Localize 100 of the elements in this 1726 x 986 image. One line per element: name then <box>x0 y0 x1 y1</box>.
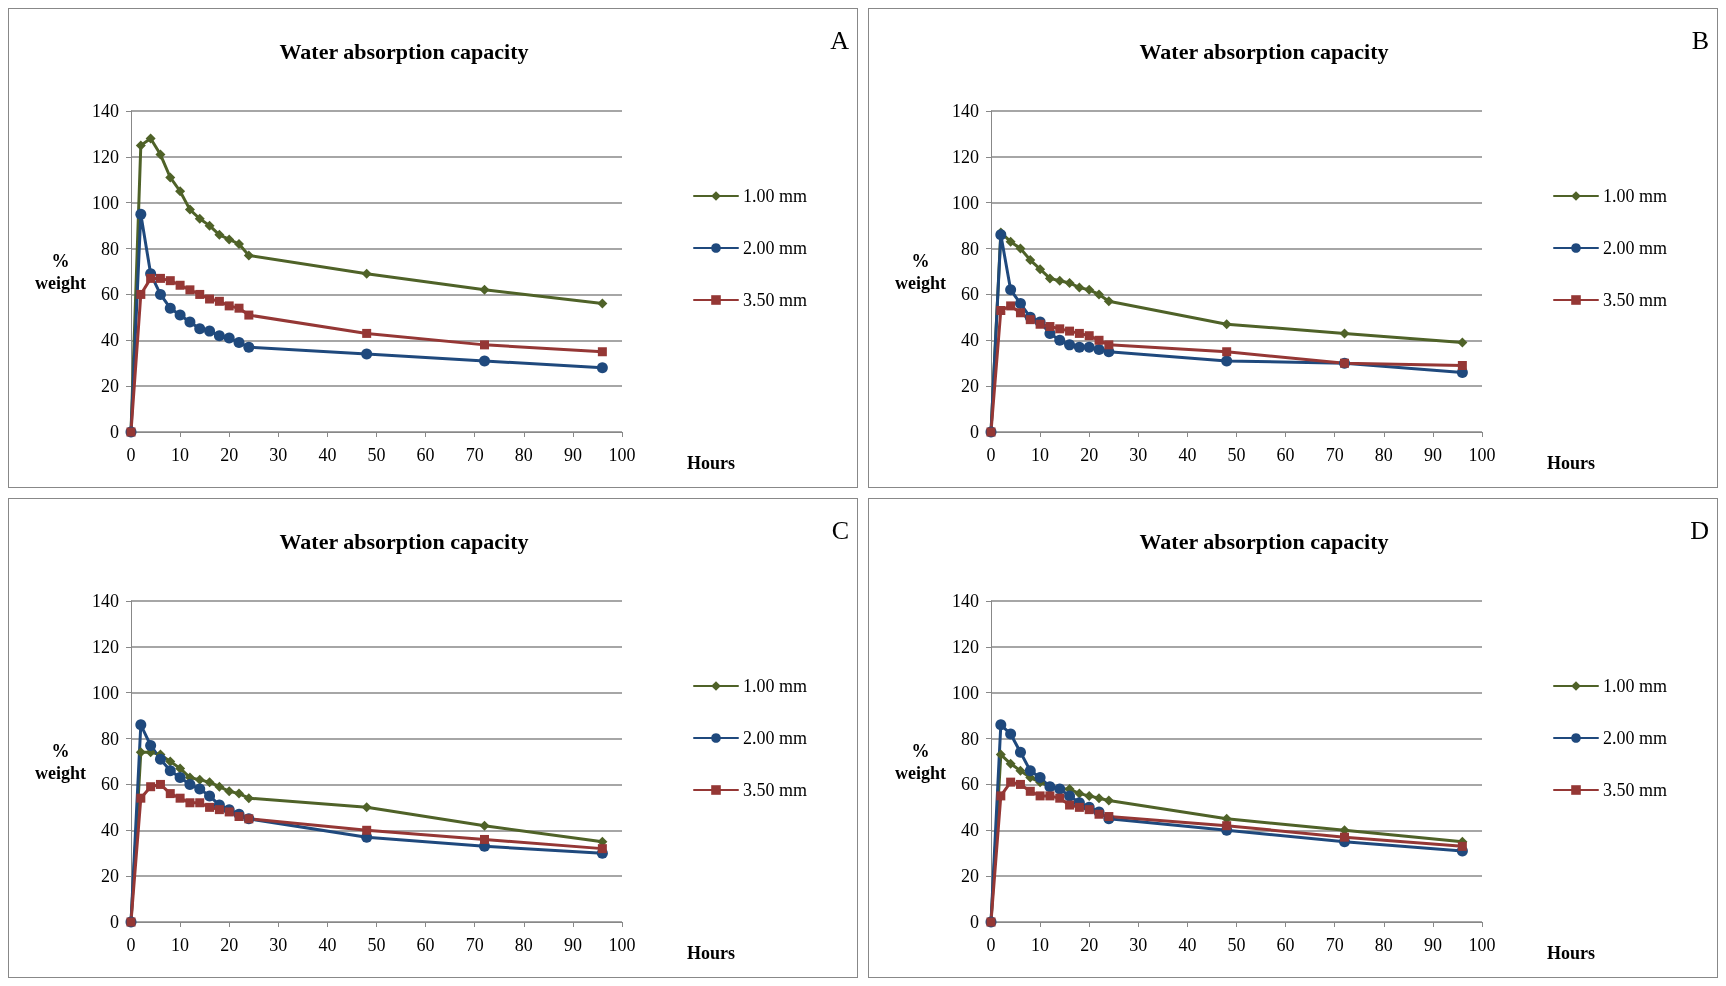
x-tick-label: 0 <box>126 445 136 465</box>
x-tick-label: 10 <box>171 935 190 955</box>
x-tick-label: 20 <box>1080 445 1099 465</box>
chart-title: Water absorption capacity <box>279 38 529 64</box>
x-tick-label: 40 <box>318 445 337 465</box>
y-tick-label: 0 <box>970 422 979 442</box>
y-tick-label: 100 <box>92 192 119 213</box>
x-tick-label: 70 <box>1325 935 1344 955</box>
y-tick-label: 60 <box>101 774 119 795</box>
x-axis-title: Hours <box>1547 453 1596 473</box>
x-tick-label: 30 <box>269 935 288 955</box>
x-tick-label: 30 <box>1129 935 1148 955</box>
legend-label: 3.50 mm <box>1603 780 1668 800</box>
y-tick-label: 20 <box>961 866 979 887</box>
legend-label: 1.00 mm <box>743 186 808 206</box>
x-tick-label: 30 <box>269 445 288 465</box>
y-axis-title: % weight <box>895 250 947 293</box>
x-tick-label: 40 <box>1178 935 1197 955</box>
x-tick-label: 10 <box>171 445 190 465</box>
y-tick-label: 40 <box>101 820 119 841</box>
x-tick-label: 40 <box>1178 445 1197 465</box>
x-axis-title: Hours <box>1547 943 1596 963</box>
y-tick-label: 100 <box>952 682 979 703</box>
y-tick-label: 20 <box>101 866 119 887</box>
x-tick-label: 70 <box>1325 445 1344 465</box>
x-tick-label: 50 <box>367 935 386 955</box>
y-axis-title: % weight <box>895 740 947 783</box>
chart-title: Water absorption capacity <box>279 528 529 554</box>
x-tick-label: 80 <box>514 445 533 465</box>
x-tick-label: 90 <box>563 445 582 465</box>
x-tick-label: 10 <box>1031 935 1050 955</box>
x-tick-label: 50 <box>367 445 386 465</box>
x-tick-label: 80 <box>1374 935 1393 955</box>
y-tick-label: 80 <box>961 728 979 749</box>
x-tick-label: 20 <box>220 445 239 465</box>
y-tick-label: 100 <box>92 682 119 703</box>
x-tick-label: 50 <box>1227 935 1246 955</box>
y-tick-label: 60 <box>961 284 979 305</box>
x-tick-label: 100 <box>608 445 636 465</box>
chart-title: Water absorption capacity <box>1139 528 1389 554</box>
x-tick-label: 60 <box>1276 445 1295 465</box>
y-tick-label: 0 <box>970 912 979 932</box>
x-tick-label: 70 <box>465 935 484 955</box>
y-tick-label: 140 <box>92 591 119 611</box>
x-tick-label: 60 <box>1276 935 1295 955</box>
x-tick-label: 90 <box>1423 935 1442 955</box>
y-tick-label: 120 <box>952 146 979 167</box>
legend-label: 3.50 mm <box>743 290 808 310</box>
y-tick-label: 140 <box>92 101 119 121</box>
y-tick-label: 0 <box>110 422 119 442</box>
y-tick-label: 20 <box>101 376 119 397</box>
x-tick-label: 10 <box>1031 445 1050 465</box>
x-tick-label: 90 <box>1423 445 1442 465</box>
legend-label: 2.00 mm <box>743 238 808 258</box>
x-tick-label: 60 <box>416 935 435 955</box>
y-tick-label: 40 <box>961 820 979 841</box>
y-tick-label: 140 <box>952 591 979 611</box>
text: A <box>830 25 850 55</box>
x-tick-label: 80 <box>1374 445 1393 465</box>
y-tick-label: 80 <box>101 728 119 749</box>
x-tick-label: 30 <box>1129 445 1148 465</box>
chart-title: Water absorption capacity <box>1139 38 1389 64</box>
y-tick-label: 120 <box>952 636 979 657</box>
text: D <box>1690 515 1709 545</box>
x-axis-title: Hours <box>687 943 736 963</box>
x-tick-label: 60 <box>416 445 435 465</box>
x-tick-label: 80 <box>514 935 533 955</box>
y-tick-label: 140 <box>952 101 979 121</box>
x-tick-label: 20 <box>1080 935 1099 955</box>
legend-label: 3.50 mm <box>743 780 808 800</box>
y-tick-label: 60 <box>101 284 119 305</box>
y-tick-label: 40 <box>961 330 979 351</box>
x-tick-label: 0 <box>126 935 136 955</box>
text: C <box>831 515 849 545</box>
legend-label: 2.00 mm <box>1603 728 1668 748</box>
x-tick-label: 100 <box>1468 445 1496 465</box>
legend-label: 1.00 mm <box>1603 186 1668 206</box>
x-tick-label: 100 <box>1468 935 1496 955</box>
y-tick-label: 80 <box>101 238 119 259</box>
y-tick-label: 0 <box>110 912 119 932</box>
legend-label: 1.00 mm <box>1603 676 1668 696</box>
legend-label: 1.00 mm <box>743 676 808 696</box>
y-axis-title: % weight <box>35 250 87 293</box>
x-tick-label: 0 <box>986 935 996 955</box>
legend-label: 2.00 mm <box>1603 238 1668 258</box>
y-tick-label: 80 <box>961 238 979 259</box>
x-tick-label: 50 <box>1227 445 1246 465</box>
x-tick-label: 70 <box>465 445 484 465</box>
y-axis-title: % weight <box>35 740 87 783</box>
legend-label: 3.50 mm <box>1603 290 1668 310</box>
legend-label: 2.00 mm <box>743 728 808 748</box>
y-tick-label: 60 <box>961 774 979 795</box>
y-tick-label: 120 <box>92 146 119 167</box>
x-tick-label: 0 <box>986 445 996 465</box>
text: B <box>1691 25 1709 55</box>
x-tick-label: 100 <box>608 935 636 955</box>
x-axis-title: Hours <box>687 453 736 473</box>
y-tick-label: 20 <box>961 376 979 397</box>
y-tick-label: 120 <box>92 636 119 657</box>
x-tick-label: 40 <box>318 935 337 955</box>
